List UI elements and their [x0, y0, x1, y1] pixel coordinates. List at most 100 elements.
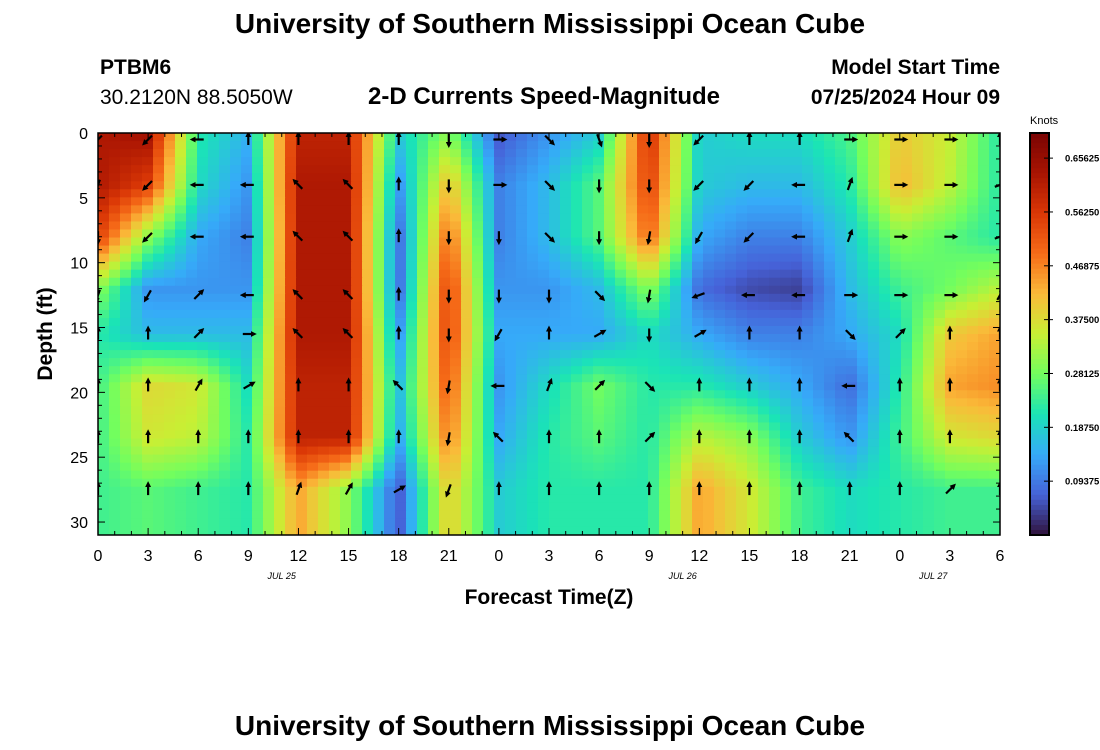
heat-cell [384, 518, 396, 528]
heat-cell [560, 486, 572, 496]
heat-cell [692, 398, 704, 407]
heat-cell [703, 253, 715, 263]
heat-cell [120, 245, 132, 255]
heat-cell [868, 510, 880, 520]
heat-cell [263, 526, 275, 535]
heat-cell [516, 342, 528, 351]
heat-cell [780, 494, 792, 504]
heat-cell [274, 494, 286, 504]
heat-cell [593, 325, 605, 335]
heat-cell [494, 245, 506, 255]
x-axis-label: Forecast Time(Z) [465, 586, 634, 609]
colorbar-segment [1030, 173, 1049, 179]
heat-cell [439, 269, 451, 279]
heat-cell [296, 494, 308, 504]
heat-cell [934, 494, 946, 504]
heat-cell [758, 325, 770, 335]
heat-cell [439, 350, 451, 359]
heat-cell [230, 253, 242, 263]
heat-cell [549, 197, 561, 206]
heat-cell [230, 269, 242, 279]
heat-cell [252, 285, 264, 295]
heat-cell [780, 317, 792, 327]
heat-cell [692, 253, 704, 263]
heat-cell [263, 149, 275, 158]
heat-cell [439, 446, 451, 456]
heat-cell [219, 285, 231, 295]
heat-cell [351, 189, 363, 198]
heat-cell [252, 181, 264, 190]
heat-cell [736, 494, 748, 504]
heat-cell [175, 277, 187, 287]
heat-cell [461, 430, 473, 440]
heat-cell [241, 398, 253, 407]
heat-cell [989, 165, 1000, 174]
heat-cell [186, 342, 198, 351]
heat-cell [208, 325, 220, 335]
heat-cell [252, 446, 264, 456]
heat-cell [538, 342, 550, 351]
heat-cell [857, 285, 869, 295]
heat-cell [208, 253, 220, 263]
heat-cell [329, 253, 341, 263]
heat-cell [780, 502, 792, 512]
heat-cell [923, 205, 935, 214]
heat-cell [967, 438, 979, 448]
heat-cell [98, 197, 110, 206]
heat-cell [274, 149, 286, 158]
heat-cell [681, 133, 693, 142]
heat-cell [98, 518, 110, 528]
heat-cell [747, 494, 759, 504]
heat-cell [505, 157, 517, 166]
heat-cell [824, 269, 836, 279]
heat-cell [978, 374, 990, 383]
heat-cell [571, 438, 583, 448]
heat-cell [373, 173, 385, 182]
heat-cell [780, 422, 792, 432]
heat-cell [670, 277, 682, 287]
heat-cell [780, 293, 792, 303]
heat-cell [527, 510, 539, 520]
heat-cell [582, 213, 594, 223]
heat-cell [483, 422, 495, 432]
heat-cell [703, 342, 715, 351]
heat-cell [153, 205, 165, 214]
heat-cell [637, 157, 649, 166]
heat-cell [626, 317, 638, 327]
heat-cell [703, 213, 715, 223]
heat-cell [714, 293, 726, 303]
heat-cell [538, 366, 550, 375]
heat-cell [241, 358, 253, 367]
heat-cell [329, 173, 341, 182]
model-start-label: Model Start Time [831, 56, 1000, 79]
heat-cell [417, 358, 429, 367]
heat-cell [681, 502, 693, 512]
heat-cell [494, 277, 506, 287]
heat-cell [417, 454, 429, 464]
heat-cell [296, 157, 308, 166]
heat-cell [648, 478, 660, 488]
heat-cell [571, 342, 583, 351]
heat-cell [626, 181, 638, 190]
heat-cell [351, 269, 363, 279]
heat-cell [560, 374, 572, 383]
heat-cell [681, 342, 693, 351]
heat-cell [98, 438, 110, 448]
heat-cell [538, 173, 550, 182]
heat-cell [681, 486, 693, 496]
heat-cell [428, 149, 440, 158]
heat-cell [318, 149, 330, 158]
heat-cell [329, 133, 341, 142]
heat-cell [813, 173, 825, 182]
heat-cell [406, 406, 418, 415]
heat-cell [560, 422, 572, 432]
heat-cell [802, 325, 814, 335]
heat-cell [560, 277, 572, 287]
heat-cell [329, 237, 341, 247]
heat-cell [98, 189, 110, 198]
heat-cell [571, 173, 583, 182]
heat-cell [769, 470, 781, 480]
heat-cell [835, 414, 847, 424]
heat-cell [890, 478, 902, 488]
heat-cell [395, 197, 407, 206]
